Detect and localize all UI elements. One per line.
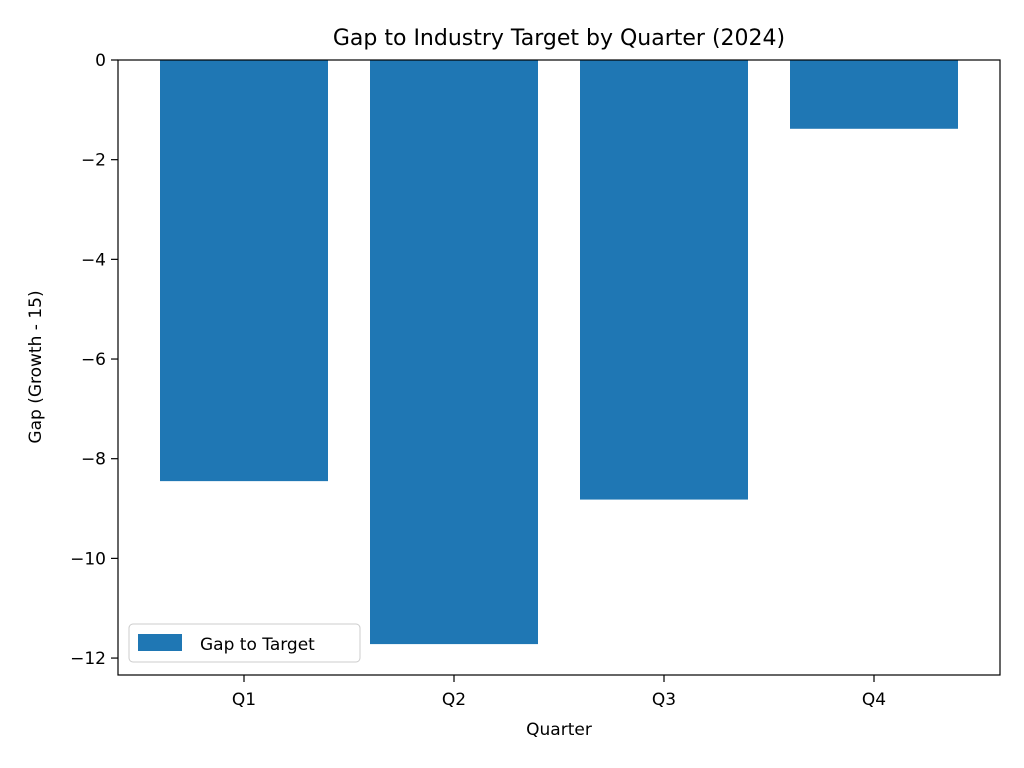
y-axis-label: Gap (Growth - 15) bbox=[26, 290, 46, 443]
x-tick-label: Q2 bbox=[442, 690, 466, 710]
bar-q4 bbox=[790, 60, 958, 129]
legend-swatch bbox=[138, 634, 182, 651]
plot-frame bbox=[117, 59, 1001, 676]
y-tick-label: −2 bbox=[81, 151, 106, 171]
legend-box bbox=[128, 623, 361, 663]
bars-group bbox=[160, 60, 958, 645]
bar-q2 bbox=[370, 60, 538, 645]
legend: Gap to Target bbox=[128, 623, 361, 663]
x-tick-label: Q3 bbox=[652, 690, 676, 710]
y-tick-label: −10 bbox=[70, 549, 106, 569]
y-tick-label: −6 bbox=[81, 350, 106, 370]
y-tick-label: 0 bbox=[95, 51, 106, 71]
x-axis: Q1 Q2 Q3 Q4 bbox=[232, 675, 886, 710]
y-tick-label: −4 bbox=[81, 250, 106, 270]
y-axis: 0 −2 −4 −6 −8 −10 −12 bbox=[70, 51, 118, 669]
y-tick-label: −12 bbox=[70, 649, 106, 669]
bar-q3 bbox=[580, 60, 748, 500]
chart-title: Gap to Industry Target by Quarter (2024) bbox=[333, 26, 785, 51]
legend-label: Gap to Target bbox=[200, 635, 315, 655]
x-tick-label: Q4 bbox=[862, 690, 886, 710]
x-tick-label: Q1 bbox=[232, 690, 256, 710]
bar-q1 bbox=[160, 60, 328, 482]
y-tick-label: −8 bbox=[81, 450, 106, 470]
x-axis-label: Quarter bbox=[526, 720, 592, 740]
